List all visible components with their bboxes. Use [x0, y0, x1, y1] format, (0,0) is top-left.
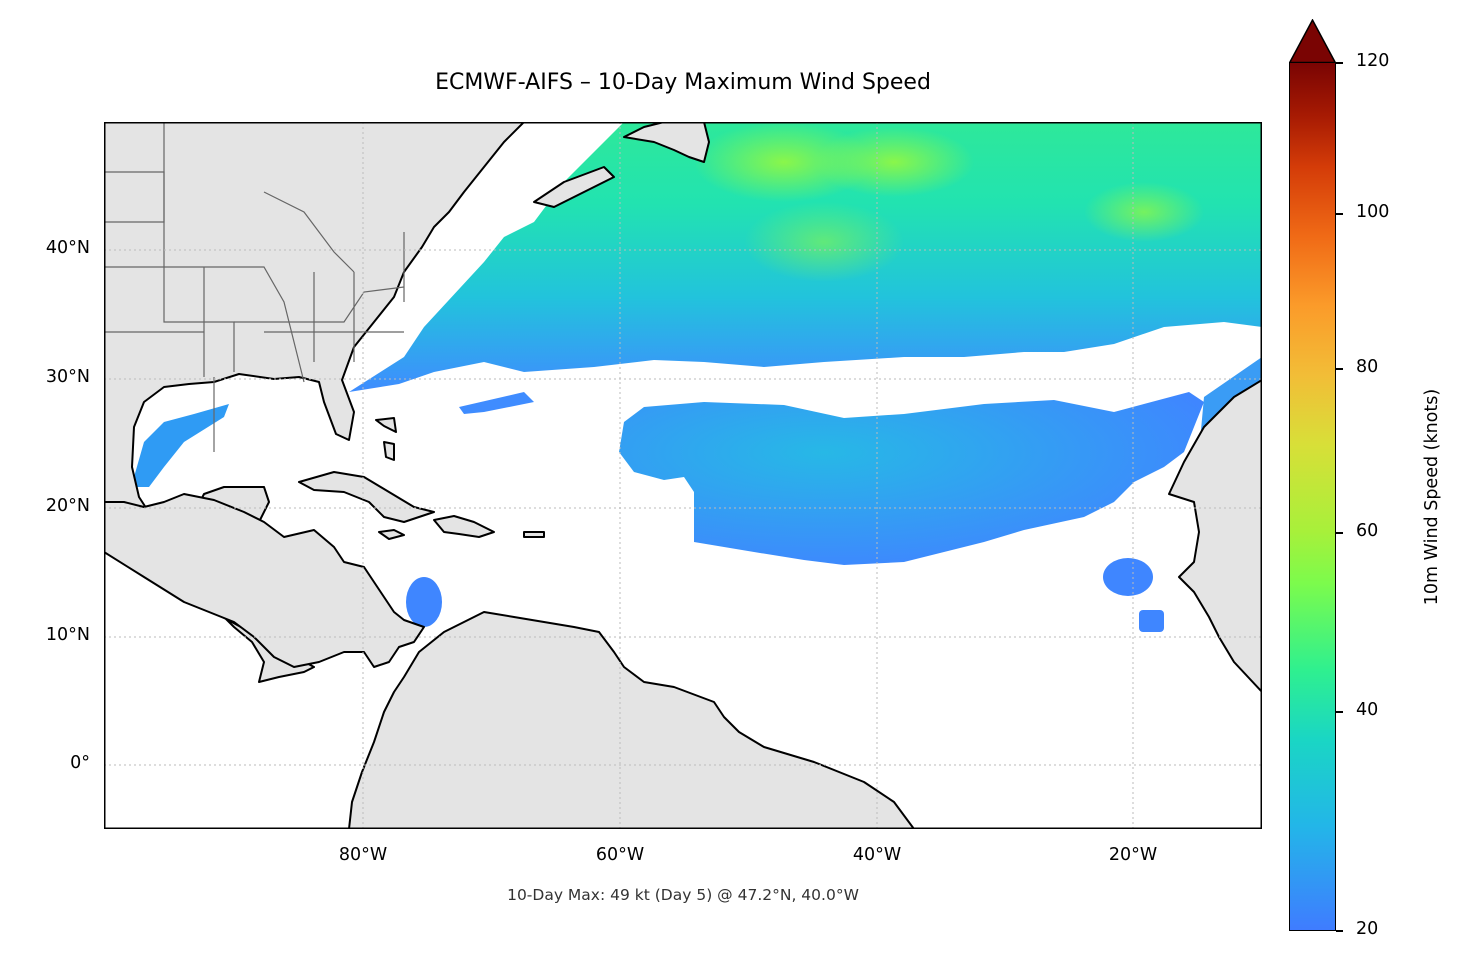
- colorbar-label-100: 100: [1356, 202, 1390, 222]
- lat-label-20n: 20°N: [45, 496, 90, 516]
- colorbar-label-120: 120: [1356, 51, 1390, 71]
- lat-label-30n: 30°N: [45, 367, 90, 387]
- colorbar-tick: [1336, 213, 1343, 215]
- subtropical-wind-area: [619, 392, 1204, 565]
- gulf-wind-streak: [134, 404, 229, 487]
- lon-label-40w: 40°W: [852, 845, 902, 865]
- cuba-land: [298, 471, 435, 523]
- colorbar-title: 10m Wind Speed (knots): [1422, 388, 1442, 606]
- lat-label-0: 0°: [70, 753, 90, 773]
- puerto-rico-land: [523, 531, 545, 538]
- colorbar-label-20: 20: [1356, 919, 1379, 939]
- lat-label-40n: 40°N: [45, 238, 90, 258]
- map-panel[interactable]: [104, 122, 1262, 829]
- south-america-land: [348, 611, 915, 829]
- cape-verde-wind-patch-south: [1139, 610, 1164, 632]
- colorbar-tick: [1336, 711, 1343, 713]
- colorbar-tick: [1336, 368, 1343, 370]
- colorbar: [1289, 62, 1336, 931]
- land-layer: [104, 122, 1262, 829]
- graticule: [104, 122, 1262, 829]
- state-borders: [104, 122, 405, 452]
- newfoundland-land: [623, 122, 710, 163]
- colorbar-label-40: 40: [1356, 700, 1379, 720]
- colorbar-tick: [1336, 532, 1343, 534]
- cape-verde-wind-patch: [1103, 558, 1153, 596]
- wind-field-layer: [134, 122, 1262, 632]
- central-america-land: [104, 493, 425, 668]
- colorbar-tick: [1336, 62, 1343, 64]
- bahamas-wind-streak: [459, 392, 534, 414]
- hispaniola-land: [433, 515, 495, 538]
- lon-label-20w: 20°W: [1108, 845, 1158, 865]
- colorbar-label-80: 80: [1356, 357, 1379, 377]
- caribbean-wind-patch: [406, 577, 442, 627]
- colorbar-label-60: 60: [1356, 521, 1379, 541]
- max-wind-footnote: 10-Day Max: 49 kt (Day 5) @ 47.2°N, 40.0…: [507, 886, 859, 904]
- jamaica-land: [378, 529, 405, 540]
- nova-scotia-land: [533, 166, 615, 208]
- bahamas-land: [375, 417, 397, 433]
- chart-title: ECMWF-AIFS – 10-Day Maximum Wind Speed: [435, 70, 931, 95]
- lon-label-80w: 80°W: [338, 845, 388, 865]
- bahamas-land-2: [383, 441, 395, 461]
- colorbar-tick: [1336, 930, 1343, 932]
- lat-label-10n: 10°N: [45, 625, 90, 645]
- lon-label-60w: 60°W: [595, 845, 645, 865]
- colorbar-extend-arrow-icon: [1289, 19, 1336, 63]
- africa-land: [1168, 379, 1262, 693]
